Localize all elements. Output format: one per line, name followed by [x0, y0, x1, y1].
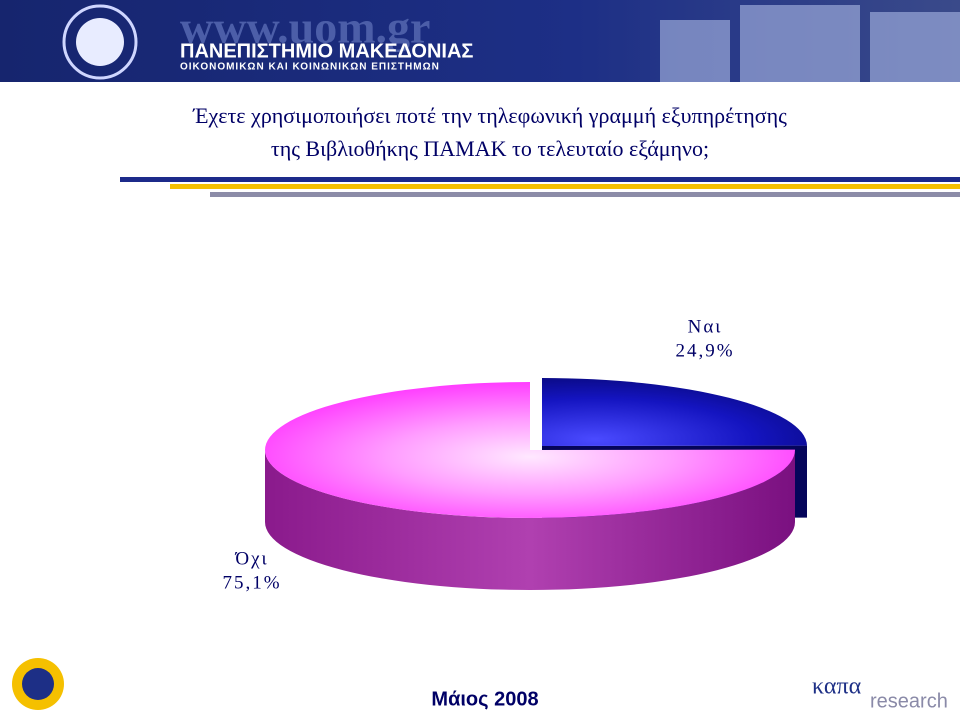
footer-logo-inner	[22, 668, 54, 700]
footer: Μάιος 2008 καπα research	[12, 658, 948, 712]
brand-sub: research	[870, 690, 948, 712]
header-name: ΠΑΝΕΠΙΣΤΗΜΙΟ ΜΑΚΕΔΟΝΙΑΣ	[180, 40, 473, 62]
footer-date: Μάιος 2008	[431, 688, 538, 710]
logo-inner	[76, 18, 124, 66]
slice-label: Όχι	[234, 548, 268, 569]
pie-slice	[265, 382, 796, 519]
pie-side	[265, 450, 795, 590]
header-subtitle: ΟΙΚΟΝΟΜΙΚΩΝ ΚΑΙ ΚΟΙΝΩΝΙΚΩΝ ΕΠΙΣΤΗΜΩΝ	[180, 62, 440, 73]
value-label: 24,9%	[675, 340, 734, 361]
rule	[210, 192, 960, 197]
title-line: Έχετε χρησιμοποιήσει ποτέ την τηλεφωνική…	[192, 103, 787, 128]
header: www.uom.gr ΠΑΝΕΠΙΣΤΗΜΙΟ ΜΑΚΕΔΟΝΙΑΣ ΟΙΚΟΝ…	[0, 0, 960, 82]
title-line: της Βιβλιοθήκης ΠΑΜΑΚ το τελευταίο εξάμη…	[271, 136, 709, 161]
brand: καπα	[812, 674, 862, 700]
pie-slice	[542, 378, 807, 446]
slice-label: Ναι	[688, 316, 723, 337]
pie: Ναι 24,9% Όχι 75,1%	[222, 316, 807, 593]
logo	[62, 4, 138, 80]
rule	[120, 177, 960, 182]
building	[660, 5, 960, 82]
rule	[170, 184, 960, 189]
value-label: 75,1%	[222, 572, 281, 593]
header-url: www.uom.gr	[180, 2, 430, 53]
